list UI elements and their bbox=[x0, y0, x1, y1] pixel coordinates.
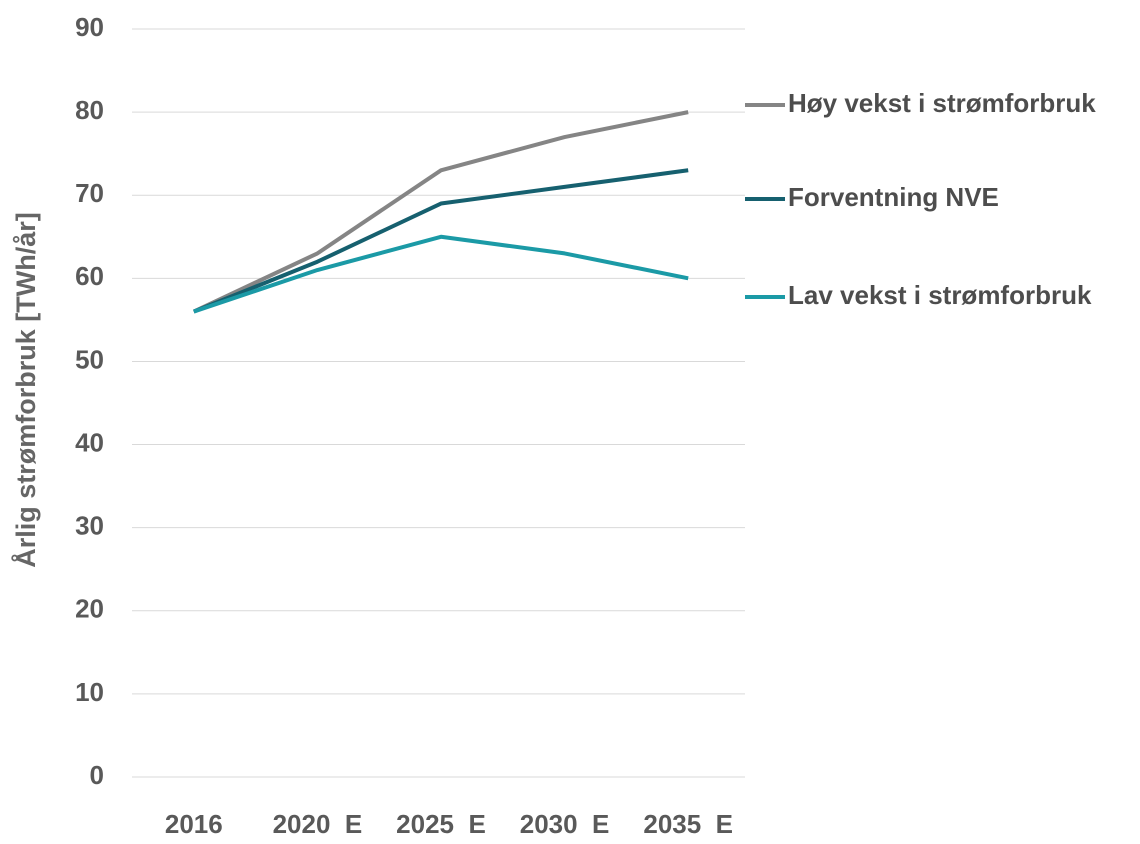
y-tick-label: 20 bbox=[75, 594, 104, 624]
y-axis-label: Årlig strømforbruk [TWh/år] bbox=[10, 212, 41, 568]
x-tick-label: 2030 E bbox=[520, 809, 610, 839]
y-tick-label: 90 bbox=[75, 12, 104, 42]
legend-label: Høy vekst i strømforbruk bbox=[788, 88, 1096, 118]
legend-label: Lav vekst i strømforbruk bbox=[788, 280, 1092, 310]
legend-label: Forventning NVE bbox=[788, 182, 999, 212]
y-tick-label: 60 bbox=[75, 261, 104, 291]
y-tick-label: 0 bbox=[90, 760, 104, 790]
x-tick-label: 2016 bbox=[165, 809, 223, 839]
x-tick-label: 2020 E bbox=[273, 809, 363, 839]
x-tick-label: 2035 E bbox=[643, 809, 733, 839]
series-line bbox=[193, 234, 689, 314]
y-tick-label: 30 bbox=[75, 511, 104, 541]
x-tick-label: 2025 E bbox=[396, 809, 486, 839]
series-line bbox=[192, 110, 689, 314]
y-tick-label: 40 bbox=[75, 427, 104, 457]
y-tick-label: 10 bbox=[75, 677, 104, 707]
y-tick-label: 80 bbox=[75, 95, 104, 125]
y-tick-label: 50 bbox=[75, 344, 104, 374]
y-tick-label: 70 bbox=[75, 178, 104, 208]
series-line bbox=[193, 168, 689, 314]
